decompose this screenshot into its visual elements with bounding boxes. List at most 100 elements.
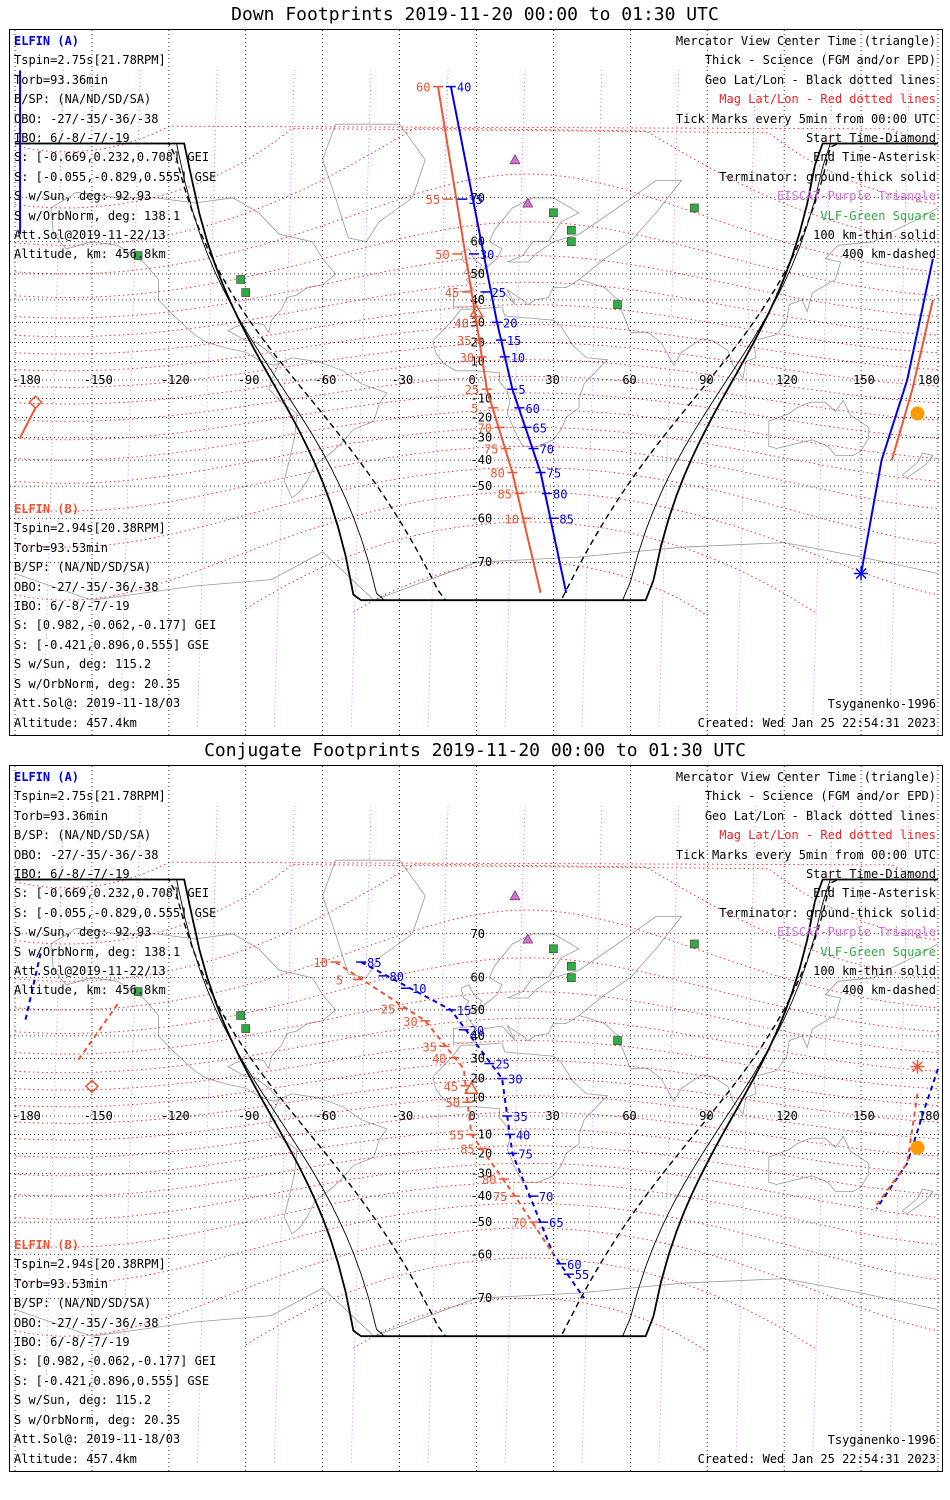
coastline [14, 542, 939, 601]
track-tick-label: 70 [512, 1216, 526, 1230]
diamond-icon [84, 1079, 99, 1094]
track-tick-label: 5 [336, 974, 343, 988]
track-tick-label: 30 [460, 351, 474, 365]
track-tick-label: 65 [532, 421, 546, 435]
map-canvas: -180 -150 -120 -90 -60 -30 0 30 60 90 120 150 180706… [10, 766, 942, 1471]
lon-label: -120 [161, 1109, 190, 1123]
track-tick-label: 50 [446, 1096, 460, 1110]
legend-item: Geo Lat/Lon - Black dotted lines [704, 808, 936, 823]
lat-label: 20 [471, 336, 485, 350]
mag-lat-line [14, 128, 939, 209]
lon-label: 60 [622, 373, 636, 387]
track-tick-label: 75 [518, 1147, 532, 1161]
track-tick-label: 40 [432, 1052, 446, 1066]
lat-label: 60 [471, 971, 485, 985]
craft-a-line: S: [-0.669,0.232,0.708] GEI [14, 886, 210, 901]
craft-a-line: S: [-0.669,0.232,0.708] GEI [14, 150, 210, 165]
track-tick-label: 80 [490, 467, 504, 481]
track-tick-label: 35 [513, 1110, 527, 1124]
lat-label: 10 [471, 1091, 485, 1105]
legend-item: End Time-Asterisk [813, 886, 936, 901]
mag-lat-line [14, 991, 939, 1055]
craft-b-line: S w/OrbNorm, deg: 20.35 [14, 676, 181, 691]
legend-item: 100 km-thin solid [813, 228, 936, 243]
track-tick-label: 80 [482, 1173, 496, 1187]
craft-a-line: S: [-0.055,-0.829,0.555] GSE [14, 169, 217, 184]
track-line [19, 407, 37, 439]
track-tick-label: 15 [457, 1004, 471, 1018]
lat-label: -20 [471, 410, 493, 424]
track-tick-label: 50 [435, 248, 449, 262]
mag-lat-line [14, 864, 939, 945]
craft-a-line: S w/OrbNorm, deg: 138.1 [14, 944, 181, 959]
lat-label: -30 [471, 431, 493, 445]
track-tick-label: 25 [381, 1002, 395, 1016]
legend-item: Terminator: ground-thick solid [719, 905, 936, 920]
track-tick-label: 45 [445, 286, 459, 300]
lon-label: -90 [238, 373, 260, 387]
craft-b-line: S w/Sun, deg: 115.2 [14, 1393, 152, 1408]
coastline [768, 1135, 870, 1192]
lat-label: -40 [471, 1189, 493, 1203]
purple-triangle-icon [522, 197, 534, 208]
green-square-icon [567, 237, 576, 247]
legend-item: 100 km-thin solid [813, 964, 936, 979]
lat-label: -50 [471, 1215, 493, 1229]
track-tick-label: 85 [460, 1143, 474, 1157]
asterisk-icon [911, 1061, 924, 1073]
lat-label: -70 [471, 1291, 493, 1305]
track-tick-label: 85 [559, 512, 573, 526]
craft-b-line: Torb=93.53min [14, 1276, 108, 1291]
track-tick-label: 30 [480, 248, 494, 262]
track-tick-label: 85 [367, 956, 381, 970]
mag-lon-line [581, 805, 603, 1467]
purple-triangle-icon [509, 154, 521, 165]
coastline [322, 123, 426, 243]
track-line [24, 953, 42, 1022]
track-tick-label: 25 [491, 286, 505, 300]
track-tick-label: 35 [457, 334, 471, 348]
track-tick-label: 40 [516, 1128, 530, 1142]
coastline [768, 399, 870, 456]
mag-lat-line [14, 281, 939, 338]
coastline [14, 1278, 939, 1337]
track-tick-label: 60 [567, 1258, 581, 1272]
craft-a-line: S: [-0.055,-0.829,0.555] GSE [14, 905, 217, 920]
legend-item: Terminator: ground-thick solid [719, 169, 936, 184]
footprint-map: -180 -150 -120 -90 -60 -30 0 30 60 90 120 150 180 70 6… [9, 29, 943, 736]
craft-a-line: OBO: -27/-35/-36/-38 [14, 111, 159, 126]
track-tick-label: 65 [549, 1216, 563, 1230]
mag-lat-line [14, 1145, 939, 1197]
coastline [901, 1188, 934, 1215]
green-square-icon [549, 944, 558, 954]
footprint-map: -180 -150 -120 -90 -60 -30 0 30 60 90 120 150 180 70 6… [9, 765, 943, 1472]
legend-item: Mercator View Center Time (triangle) [675, 770, 936, 784]
terminator-400km [15, 142, 938, 601]
track-tick-label: 30 [508, 1073, 522, 1087]
mag-lat-line [14, 426, 939, 484]
green-square-icon [236, 1011, 245, 1020]
track-tick-label: 55 [575, 1268, 589, 1282]
craft-a-line: Tspin=2.75s[21.78RPM] [14, 53, 166, 68]
lon-label: -120 [161, 373, 190, 387]
lon-label: 180 [918, 373, 940, 387]
mag-lon-line [581, 69, 603, 731]
craft-b-line: S: [0.982,-0.062,-0.177] GEI [14, 618, 217, 633]
craft-b-line: S: [-0.421,0.896,0.555] GSE [14, 637, 210, 652]
lon-label: 60 [622, 1109, 636, 1123]
track-tick-label: 20 [503, 316, 517, 330]
legend-item: Mercator View Center Time (triangle) [675, 34, 936, 48]
mag-lat-line [14, 1111, 939, 1158]
mag-lat-line [14, 1059, 939, 1108]
legend-item: VLF-Green Square [820, 208, 936, 223]
panel-title: Down Footprints 2019-11-20 00:00 to 01:3… [231, 4, 719, 25]
legend-item: 400 km-dashed [842, 247, 936, 262]
craft-b-line: IBO: 6/-8/-7/-19 [14, 1335, 130, 1350]
lat-label: -30 [471, 1167, 493, 1181]
craft-b-line: OBO: -27/-35/-36/-38 [14, 1315, 159, 1330]
track-tick-label: 85 [497, 487, 511, 501]
craft-b-line: S: [-0.421,0.896,0.555] GSE [14, 1373, 210, 1388]
lon-label: -30 [392, 373, 414, 387]
lon-label: -180 [12, 373, 41, 387]
lon-label: -180 [12, 1109, 41, 1123]
